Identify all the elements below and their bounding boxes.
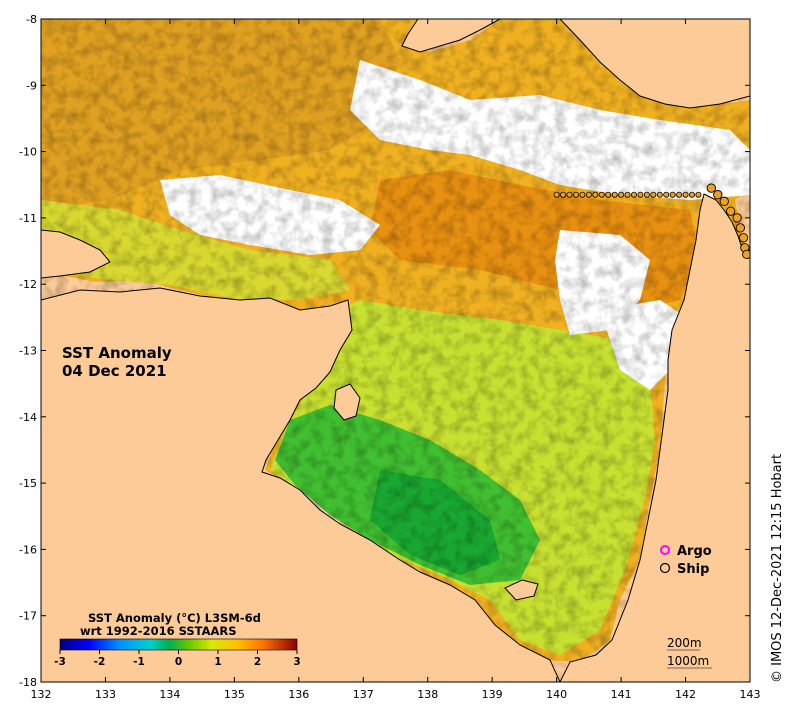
- ship-observation-point: [630, 191, 637, 198]
- new-guinea-land: [401, 19, 501, 53]
- colorbar-tick-label: 0: [175, 656, 182, 668]
- ship-observation-point: [643, 191, 650, 198]
- ship-observation-point: [560, 191, 567, 198]
- contour-1000m-label: 1000m: [667, 654, 709, 668]
- colorbar-tick-label: 3: [293, 656, 300, 668]
- ship-observation-point: [605, 191, 612, 198]
- credit-text: © IMOS 12-Dec-2021 12:15 Hobart: [770, 454, 785, 683]
- new-guinea-land-east: [559, 19, 750, 109]
- ship-track-coast: [706, 183, 750, 260]
- y-tick-label: -14: [19, 411, 37, 424]
- colorbar-ticks: -3 -2 -1 0 1 2 3: [54, 650, 301, 668]
- ship-observation-point: [742, 249, 750, 260]
- y-tick-label: -12: [19, 278, 37, 291]
- ship-observation-point: [735, 223, 745, 233]
- ship-observation-point: [663, 191, 670, 198]
- ship-label: Ship: [677, 562, 709, 577]
- colorbar-title: SST Anomaly (°C) L3SM-6d: [88, 611, 261, 625]
- ship-observation-point: [618, 191, 625, 198]
- y-tick-label: -10: [19, 146, 37, 159]
- ship-observation-point: [624, 191, 631, 198]
- ship-observation-point: [572, 191, 579, 198]
- x-tick-label: 138: [417, 688, 438, 701]
- y-axis: -8-9-10-11-12-13-14-15-16-17-18: [19, 13, 750, 689]
- colorbar-subtitle: wrt 1992-2016 SSTAARS: [80, 624, 237, 638]
- y-tick-label: -17: [19, 610, 37, 623]
- ship-observation-point: [585, 191, 592, 198]
- ship-observation-point: [566, 191, 573, 198]
- ship-observation-point: [637, 191, 644, 198]
- y-tick-label: -15: [19, 477, 37, 490]
- ship-marker-icon: [659, 562, 671, 574]
- ship-observation-point: [726, 206, 736, 216]
- x-tick-label: 142: [675, 688, 696, 701]
- x-tick-label: 135: [224, 688, 245, 701]
- ship-observation-point: [719, 196, 729, 206]
- colorbar: [59, 638, 298, 651]
- x-tick-label: 140: [546, 688, 567, 701]
- x-tick-label: 141: [611, 688, 632, 701]
- ship-observation-point: [713, 190, 723, 200]
- ship-observation-point: [688, 191, 695, 198]
- colorbar-tick-label: 2: [254, 656, 261, 668]
- ship-observation-point: [592, 191, 599, 198]
- y-tick-label: -16: [19, 543, 37, 556]
- x-tick-label: 143: [740, 688, 761, 701]
- x-tick-label: 134: [159, 688, 180, 701]
- ship-observation-point: [611, 191, 618, 198]
- y-tick-label: -13: [19, 345, 37, 358]
- x-tick-label: 132: [31, 688, 52, 701]
- colorbar-tick-label: 1: [214, 656, 221, 668]
- x-tick-label: 139: [482, 688, 503, 701]
- ship-observation-point: [695, 191, 702, 198]
- cape-york-land: [559, 193, 750, 682]
- mornington-island: [504, 579, 539, 601]
- x-tick-label: 137: [353, 688, 374, 701]
- x-axis: 132 133 134 135 136 137 138 139 140 141 142 143: [31, 19, 761, 701]
- ship-observation-point: [656, 191, 663, 198]
- argo-marker-icon: [660, 545, 670, 555]
- arnhem-land: [41, 287, 561, 682]
- x-tick-label: 136: [288, 688, 309, 701]
- melville-coast: [41, 229, 111, 279]
- ship-observation-point: [706, 183, 716, 193]
- ship-observation-point: [650, 191, 657, 198]
- contour-200m-label: 200m: [667, 636, 702, 650]
- groote-eylandt: [333, 383, 361, 421]
- ship-observation-point: [598, 191, 605, 198]
- colorbar-tick-label: -3: [54, 656, 66, 668]
- x-tick-label: 133: [95, 688, 116, 701]
- ship-track: [553, 191, 702, 198]
- argo-label: Argo: [677, 544, 712, 559]
- colorbar-tick-label: -2: [94, 656, 106, 668]
- y-tick-label: -8: [26, 13, 37, 26]
- ship-observation-point: [676, 191, 683, 198]
- y-tick-label: -11: [19, 212, 37, 225]
- colorbar-tick-label: -1: [133, 656, 145, 668]
- map-title: SST Anomaly: [62, 344, 172, 362]
- y-tick-label: -18: [19, 676, 37, 689]
- ship-observation-point: [738, 233, 749, 243]
- ship-observation-point: [682, 191, 689, 198]
- map-date: 04 Dec 2021: [62, 362, 167, 380]
- y-tick-label: -9: [26, 79, 37, 92]
- ship-observation-point: [579, 191, 586, 198]
- ship-observation-point: [669, 191, 676, 198]
- ship-observation-point: [553, 191, 560, 198]
- ship-observation-point: [732, 213, 742, 223]
